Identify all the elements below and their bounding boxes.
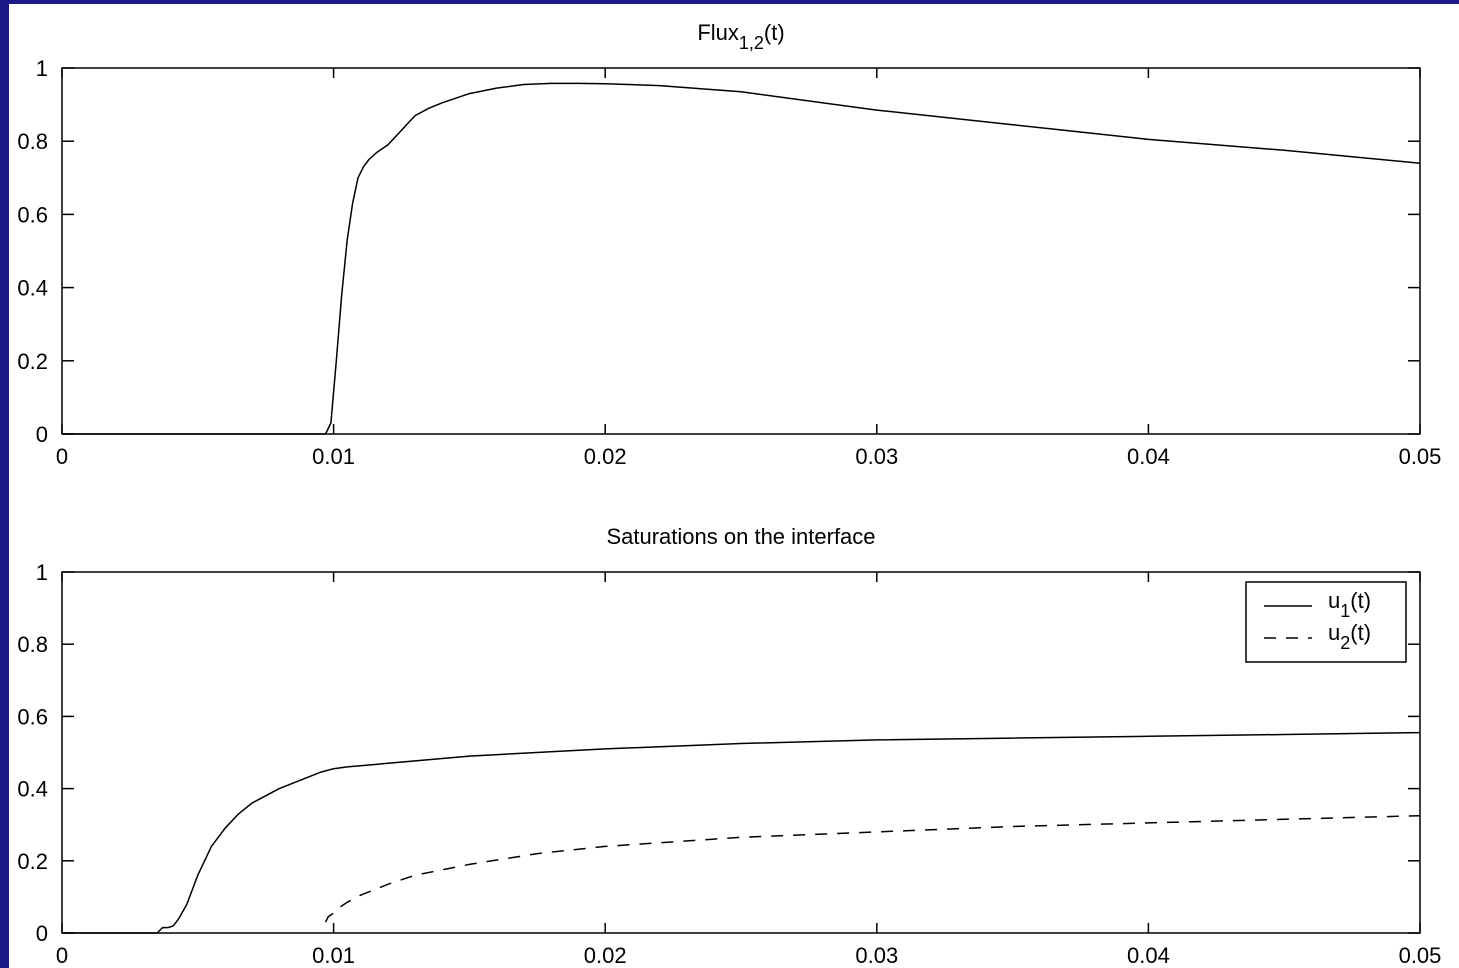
y-tick-label: 1 xyxy=(36,560,48,585)
saturations-chart: 0 0.01 0.02 0.03 0.04 0.05 0 0.2 0.4 0.6 0.8 1 Satur… xyxy=(17,524,1441,968)
series-line-flux xyxy=(62,82,1421,435)
flux-chart: 0 0.01 0.02 0.03 0.04 0.05 0 0.2 0.4 0.6 0.8 1 Flux… xyxy=(17,20,1441,469)
legend-u1-subscript: 1 xyxy=(1340,601,1350,621)
x-tick-label: 0.04 xyxy=(1127,444,1170,469)
x-tick-label: 0.05 xyxy=(1399,444,1442,469)
flux-title-main: Flux xyxy=(697,20,739,45)
legend-u1-name: u xyxy=(1328,588,1340,613)
x-tick-label: 0 xyxy=(56,943,68,968)
axes-box xyxy=(61,571,1421,934)
x-tick-label: 0.03 xyxy=(855,444,898,469)
legend: u1(t) u2(t) xyxy=(1245,581,1407,663)
x-tick-label: 0 xyxy=(56,444,68,469)
flux-chart-title: Flux1,2(t) xyxy=(697,20,784,53)
x-tick-label: 0.01 xyxy=(312,943,355,968)
y-tick-label: 0.8 xyxy=(17,129,48,154)
y-tick-label: 0 xyxy=(36,921,48,946)
x-tick-label: 0.04 xyxy=(1127,943,1170,968)
legend-u1-suffix: (t) xyxy=(1350,588,1371,613)
x-tick-label: 0.01 xyxy=(312,444,355,469)
x-tick-label: 0.02 xyxy=(584,943,627,968)
saturations-chart-title: Saturations on the interface xyxy=(606,524,875,549)
flux-title-subscript: 1,2 xyxy=(739,33,764,53)
slide-frame-top xyxy=(0,0,1459,4)
series-line-u1 xyxy=(62,731,1421,934)
y-tick-label: 0.6 xyxy=(17,704,48,729)
y-tick-label: 0.4 xyxy=(17,777,48,802)
y-tick-label: 0.2 xyxy=(17,349,48,374)
x-tick-label: 0.05 xyxy=(1399,943,1442,968)
series-line-u2 xyxy=(324,814,1421,923)
legend-label-u2: u2(t) xyxy=(1328,620,1371,653)
x-tick-label: 0.02 xyxy=(584,444,627,469)
x-tick-label: 0.03 xyxy=(855,943,898,968)
y-tick-label: 0.4 xyxy=(17,276,48,301)
legend-u2-subscript: 2 xyxy=(1340,633,1350,653)
y-tick-label: 0.6 xyxy=(17,202,48,227)
legend-box xyxy=(1245,581,1407,663)
flux-title-suffix: (t) xyxy=(764,20,785,45)
y-tick-label: 0.8 xyxy=(17,632,48,657)
axes-box xyxy=(61,67,1421,435)
slide-frame-left xyxy=(0,0,9,968)
legend-label-u1: u1(t) xyxy=(1328,588,1371,621)
legend-u2-name: u xyxy=(1328,620,1340,645)
y-tick-label: 0.2 xyxy=(17,849,48,874)
legend-u2-suffix: (t) xyxy=(1350,620,1371,645)
y-tick-label: 1 xyxy=(36,56,48,81)
y-tick-label: 0 xyxy=(36,422,48,447)
